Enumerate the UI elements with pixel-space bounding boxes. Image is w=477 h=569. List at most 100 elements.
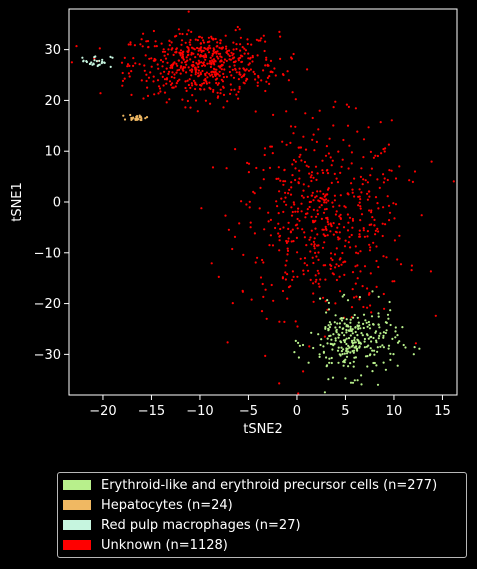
data-point xyxy=(187,53,190,56)
data-point xyxy=(359,219,362,222)
data-point xyxy=(322,171,325,174)
data-point xyxy=(377,207,380,210)
data-point xyxy=(99,92,102,95)
data-point xyxy=(289,285,292,288)
data-point xyxy=(325,169,328,172)
data-point xyxy=(338,231,341,234)
data-point xyxy=(262,69,265,72)
data-point xyxy=(175,71,178,74)
data-point xyxy=(317,251,320,254)
data-point xyxy=(317,128,320,131)
data-point xyxy=(279,227,282,231)
data-point xyxy=(363,235,366,238)
data-point xyxy=(333,321,336,324)
data-point xyxy=(327,223,330,226)
data-point xyxy=(237,78,240,81)
data-point xyxy=(386,178,389,182)
data-point xyxy=(204,54,208,58)
legend-label: Red pulp macrophages (n=27) xyxy=(101,517,301,533)
legend-label: Unknown (n=1128) xyxy=(101,537,228,553)
data-point xyxy=(312,346,315,350)
data-point xyxy=(292,132,295,135)
data-point xyxy=(381,222,384,225)
data-point xyxy=(208,81,211,84)
data-point xyxy=(238,28,241,31)
data-point xyxy=(352,365,355,368)
data-point xyxy=(177,59,180,62)
data-point xyxy=(253,72,256,76)
data-point xyxy=(358,298,361,301)
data-point xyxy=(121,84,124,87)
data-point xyxy=(85,60,88,63)
data-point xyxy=(286,253,289,256)
data-point xyxy=(338,215,341,218)
data-point xyxy=(330,361,333,365)
data-point xyxy=(309,250,312,253)
data-point xyxy=(94,55,97,58)
data-point xyxy=(259,39,262,42)
data-point xyxy=(300,210,303,213)
data-point xyxy=(101,60,104,64)
data-point xyxy=(262,261,265,264)
data-point xyxy=(329,263,332,266)
data-point xyxy=(281,276,284,279)
data-point xyxy=(227,228,230,231)
data-point xyxy=(209,47,212,50)
data-point xyxy=(219,88,222,91)
data-point xyxy=(245,77,248,80)
data-point xyxy=(196,39,199,42)
data-point xyxy=(145,40,148,43)
data-point xyxy=(367,126,370,129)
data-point xyxy=(311,191,314,194)
data-point xyxy=(279,57,282,61)
data-point xyxy=(341,251,344,255)
data-point xyxy=(347,329,350,332)
data-point xyxy=(189,86,192,89)
data-point xyxy=(366,192,369,195)
data-point xyxy=(332,106,335,109)
data-point xyxy=(331,201,334,204)
data-point xyxy=(338,237,341,240)
data-point xyxy=(259,186,262,189)
data-point xyxy=(349,246,352,249)
data-point xyxy=(271,244,275,247)
data-point xyxy=(313,149,316,152)
data-point xyxy=(233,88,236,91)
data-point xyxy=(342,364,345,367)
data-point xyxy=(374,233,377,236)
data-point xyxy=(264,64,267,67)
data-point xyxy=(344,260,347,263)
data-point xyxy=(377,312,380,315)
data-point xyxy=(289,125,293,128)
data-point xyxy=(239,36,242,39)
data-point xyxy=(215,72,218,75)
data-point xyxy=(312,133,315,136)
data-point xyxy=(317,333,320,336)
data-point xyxy=(300,202,303,205)
data-point xyxy=(250,43,253,46)
data-point xyxy=(318,206,321,209)
data-point xyxy=(341,158,344,161)
data-point xyxy=(187,66,190,69)
data-point xyxy=(235,47,238,51)
data-point xyxy=(304,112,307,115)
data-point xyxy=(217,65,220,68)
data-point xyxy=(366,287,369,290)
data-point xyxy=(263,153,266,157)
data-point xyxy=(93,59,96,62)
data-point xyxy=(287,227,290,230)
data-point xyxy=(334,302,337,305)
data-point xyxy=(325,207,328,211)
data-point xyxy=(144,54,147,57)
data-point xyxy=(311,138,314,141)
data-point xyxy=(202,82,206,85)
data-point xyxy=(352,316,355,319)
data-point xyxy=(390,119,393,122)
data-point xyxy=(211,166,215,169)
legend-item-red-pulp-macrophages: Red pulp macrophages (n=27) xyxy=(63,516,301,534)
data-point xyxy=(173,61,176,64)
data-point xyxy=(297,356,300,359)
data-point xyxy=(312,292,315,295)
data-point xyxy=(271,152,274,155)
data-point xyxy=(351,188,354,191)
